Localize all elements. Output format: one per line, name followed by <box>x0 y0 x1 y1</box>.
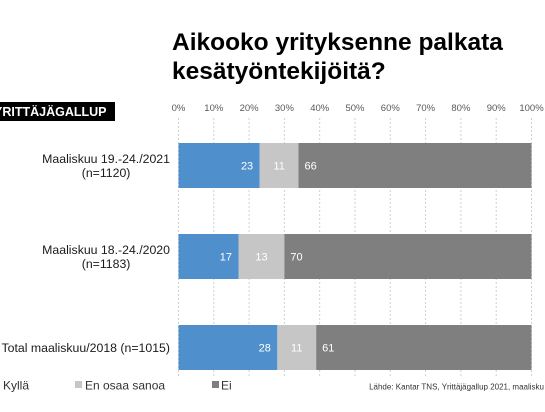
x-tick-label: 70% <box>416 103 436 114</box>
bar-group: 28 11 61 <box>178 325 532 370</box>
x-tick-label: 30% <box>275 103 295 114</box>
x-tick-label: 0% <box>172 103 186 114</box>
legend-label: Kyllä <box>3 379 29 393</box>
data-label: 66 <box>305 161 317 173</box>
x-tick-label: 20% <box>240 103 260 114</box>
bar-segment <box>316 325 532 370</box>
x-tick-label: 60% <box>381 103 401 114</box>
bar-group: 23 11 66 <box>178 143 532 188</box>
category-label: Total maaliskuu/2018 (n=1015) <box>1 340 170 355</box>
legend-label: En osaa sanoa <box>85 379 165 393</box>
data-label: 11 <box>291 343 302 355</box>
bar-segment <box>284 234 532 279</box>
x-axis-tick-labels: 0% 10% 20% 30% 40% 50% 60% 70% 80% 90% 100% <box>172 103 545 114</box>
x-tick-label: 80% <box>451 103 471 114</box>
bar-segment <box>277 325 317 370</box>
bar-segment <box>178 325 278 370</box>
bar-segment <box>238 234 285 279</box>
x-tick-label: 40% <box>310 103 330 114</box>
data-label: 13 <box>255 252 267 264</box>
bars: 23 11 66 17 13 70 28 11 61 <box>178 143 532 370</box>
badge-background <box>0 102 115 121</box>
category-label: Maaliskuu 19.-24./2021 (n=1120) <box>42 151 170 180</box>
x-tick-label: 10% <box>204 103 224 114</box>
data-label: 61 <box>322 343 334 355</box>
x-tick-label: 100% <box>519 103 544 114</box>
legend-marker <box>75 381 82 388</box>
chart-title: Aikooko yrityksenne palkata kesätyönteki… <box>172 29 503 85</box>
bar-segment <box>259 143 299 188</box>
data-label: 23 <box>241 161 253 173</box>
legend: Kyllä En osaa sanoa Ei <box>3 379 232 393</box>
legend-label: Ei <box>221 379 232 393</box>
badge-label: YRITTÄJÄGALLUP <box>0 104 107 119</box>
source-note: Lähde: Kantar TNS, Yrittäjägallup 2021, … <box>369 383 544 392</box>
bar-segment <box>178 143 260 188</box>
x-tick-label: 90% <box>487 103 507 114</box>
brand-badge: YRITTÄJÄGALLUP <box>0 102 115 121</box>
bar-segment <box>298 143 532 188</box>
x-tick-label: 50% <box>345 103 365 114</box>
data-label: 17 <box>220 252 232 264</box>
bar-segment <box>178 234 239 279</box>
data-label: 11 <box>273 161 284 173</box>
category-label: Maaliskuu 18.-24./2020 (n=1183) <box>42 242 170 271</box>
data-label: 70 <box>290 252 302 264</box>
bar-group: 17 13 70 <box>178 234 532 279</box>
data-label: 28 <box>259 343 271 355</box>
legend-marker <box>212 381 219 388</box>
